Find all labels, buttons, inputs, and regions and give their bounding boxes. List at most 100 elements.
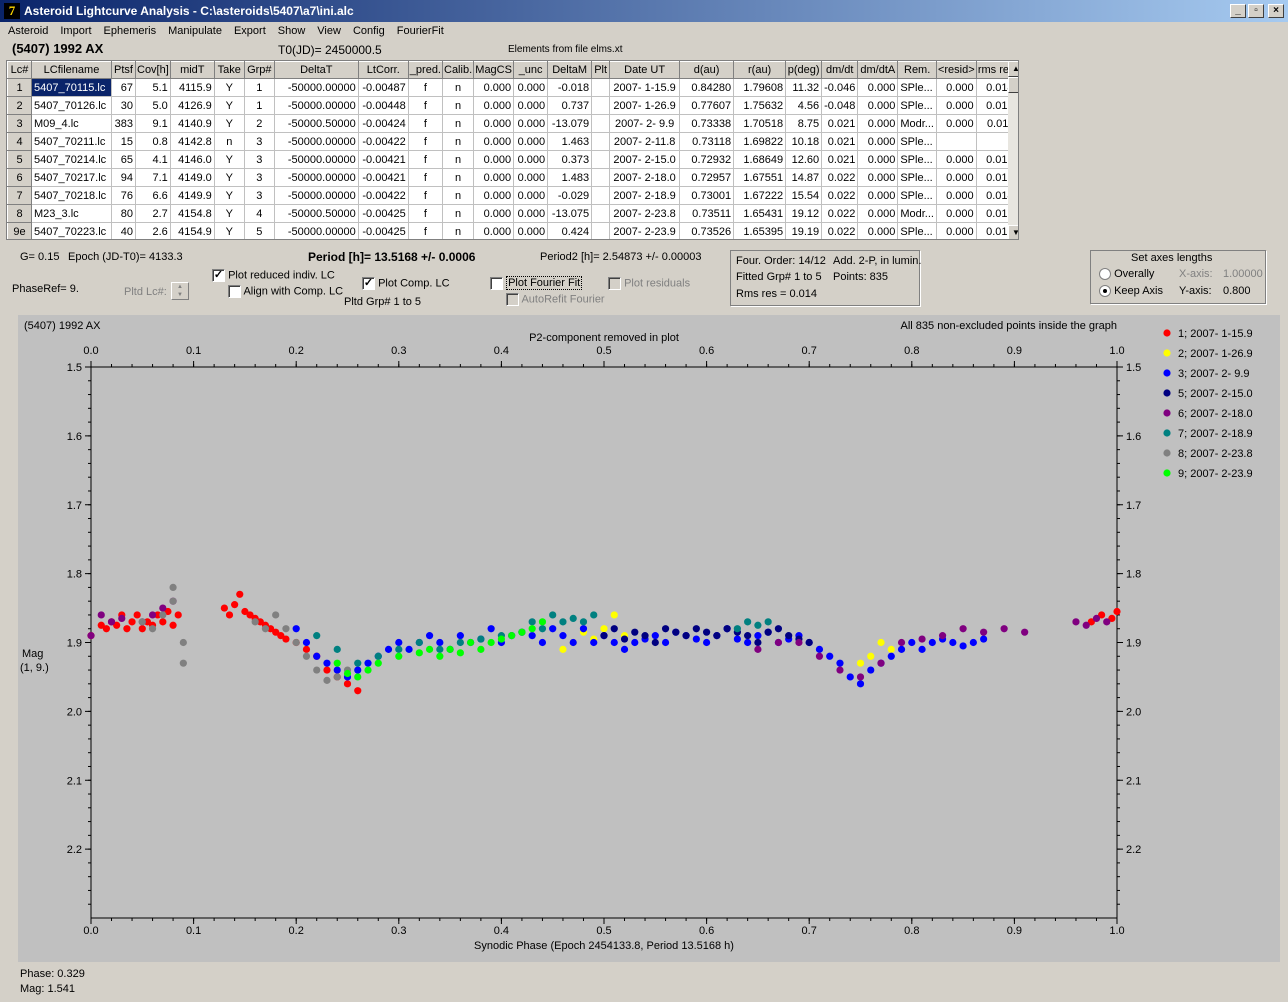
table-cell[interactable]: 2007- 2-18.9 [609,186,681,205]
column-header[interactable]: d(au) [679,61,735,79]
table-cell[interactable]: -0.048 [821,96,859,115]
table-cell[interactable]: 0.000 [513,222,549,239]
table-cell[interactable]: Modr... [897,114,937,133]
table-cell[interactable]: 0.018 [976,222,1017,239]
table-cell[interactable] [591,186,611,205]
table-cell[interactable]: -50000.00000 [274,132,359,151]
table-cell[interactable]: 0.000 [857,222,899,239]
table-cell[interactable]: 2.6 [135,222,171,239]
column-header[interactable]: _unc [513,61,549,79]
table-cell[interactable]: n [442,222,475,239]
table-cell[interactable]: 94 [111,168,136,187]
table-cell[interactable]: 2007- 2-15.0 [609,150,681,169]
table-cell[interactable]: -13.075 [547,204,593,223]
table-cell[interactable]: 0.73118 [679,132,735,151]
table-cell[interactable]: 80 [111,204,136,223]
table-cell[interactable]: 12.60 [785,150,823,169]
table-cell[interactable]: -50000.00000 [274,168,359,187]
column-header[interactable]: Rem. [897,61,937,79]
table-cell[interactable]: 2 [244,114,275,133]
table-cell[interactable]: 0.000 [513,150,549,169]
table-cell[interactable] [591,114,611,133]
menu-config[interactable]: Config [352,25,385,37]
row-header[interactable]: 9e [7,222,32,239]
table-cell[interactable]: Modr... [897,204,937,223]
table-cell[interactable]: 4.56 [785,96,823,115]
table-cell[interactable]: 0.021 [821,150,859,169]
table-cell[interactable]: 1.75632 [733,96,787,115]
table-cell[interactable]: 0.014 [976,186,1017,205]
table-cell[interactable]: 0.000 [936,78,977,97]
table-cell[interactable]: f [408,186,444,205]
table-cell[interactable]: 4140.9 [170,114,215,133]
table-cell[interactable] [591,132,611,151]
table-cell[interactable]: 1.70518 [733,114,787,133]
row-header[interactable]: 2 [7,96,32,115]
table-cell[interactable]: 4149.0 [170,168,215,187]
table-cell[interactable]: 5407_70218.lc [31,186,112,205]
table-cell[interactable]: Y [214,204,245,223]
table-cell[interactable]: -0.00487 [358,78,409,97]
column-header[interactable]: Take [213,61,245,79]
table-cell[interactable]: 7.1 [135,168,171,187]
column-header[interactable]: MagCS [473,61,515,79]
table-cell[interactable]: 383 [111,114,136,133]
table-cell[interactable]: 4154.8 [170,204,215,223]
table-row[interactable]: 2 5407_70126.lc 30 5.0 4126.9 Y 1 -50000.00000-… [7,96,1017,115]
menu-ephemeris[interactable]: Ephemeris [103,25,157,37]
table-cell[interactable]: 4115.9 [170,78,215,97]
table-cell[interactable]: 0.000 [513,78,549,97]
table-cell[interactable]: 2007- 1-26.9 [609,96,681,115]
table-cell[interactable] [591,78,611,97]
table-cell[interactable]: 0.000 [857,186,899,205]
table-cell[interactable]: 0.000 [857,132,899,151]
plot-residuals-checkbox[interactable]: Plot residuals [608,277,690,290]
table-cell[interactable]: -0.00425 [358,204,409,223]
table-cell[interactable]: 0.84280 [679,78,735,97]
table-cell[interactable]: 0.000 [473,222,515,239]
table-cell[interactable]: 2007- 2-23.8 [609,204,681,223]
table-cell[interactable]: 5.0 [135,96,171,115]
table-cell[interactable]: -50000.00000 [274,150,359,169]
table-cell[interactable]: n [442,96,475,115]
pltd-lc-spinner[interactable]: ▲ ▼ [171,282,189,300]
table-cell[interactable]: -0.018 [547,78,593,97]
table-cell[interactable]: Y [214,222,245,239]
column-header[interactable]: LtCorr. [357,61,409,79]
table-cell[interactable]: n [442,186,475,205]
table-cell[interactable]: 1.463 [547,132,593,151]
table-cell[interactable]: 0.73338 [679,114,735,133]
table-cell[interactable]: 0.000 [473,150,515,169]
table-cell[interactable]: 5407_70223.lc [31,222,112,239]
table-row[interactable]: 8 M23_3.lc 80 2.7 4154.8 Y 4 -50000.50000 -0.004… [7,204,1017,223]
table-cell[interactable]: 5407_70214.lc [31,150,112,169]
table-cell[interactable]: -0.029 [547,186,593,205]
table-cell[interactable]: f [408,96,444,115]
table-cell[interactable]: 0.72932 [679,150,735,169]
row-header[interactable]: 8 [7,204,32,223]
column-header[interactable]: <resid> [935,61,977,79]
table-cell[interactable]: 4154.9 [170,222,215,239]
table-cell[interactable]: 1.67222 [733,186,787,205]
column-header[interactable]: DeltaM [547,61,593,79]
table-cell[interactable]: n [442,150,475,169]
table-cell[interactable]: f [408,114,444,133]
table-cell[interactable]: 0.000 [936,96,977,115]
table-cell[interactable]: 0.000 [936,114,977,133]
table-cell[interactable]: 1.65431 [733,204,787,223]
table-cell[interactable]: -0.00424 [358,114,409,133]
table-cell[interactable]: 0.000 [936,186,977,205]
table-cell[interactable]: 6.6 [135,186,171,205]
table-cell[interactable]: 30 [111,96,136,115]
column-header[interactable]: _pred. [407,61,444,79]
table-cell[interactable]: 1 [244,96,275,115]
keep-axis-radio[interactable]: Keep Axis [1099,285,1163,298]
table-cell[interactable]: 19.19 [785,222,823,239]
table-cell[interactable]: 15.54 [785,186,823,205]
column-header[interactable]: r(au) [733,61,787,79]
table-cell[interactable]: -50000.00000 [274,96,359,115]
table-cell[interactable] [591,96,611,115]
table-cell[interactable]: n [442,114,475,133]
minimize-button[interactable]: _ [1230,4,1246,18]
table-cell[interactable]: 3 [244,168,275,187]
